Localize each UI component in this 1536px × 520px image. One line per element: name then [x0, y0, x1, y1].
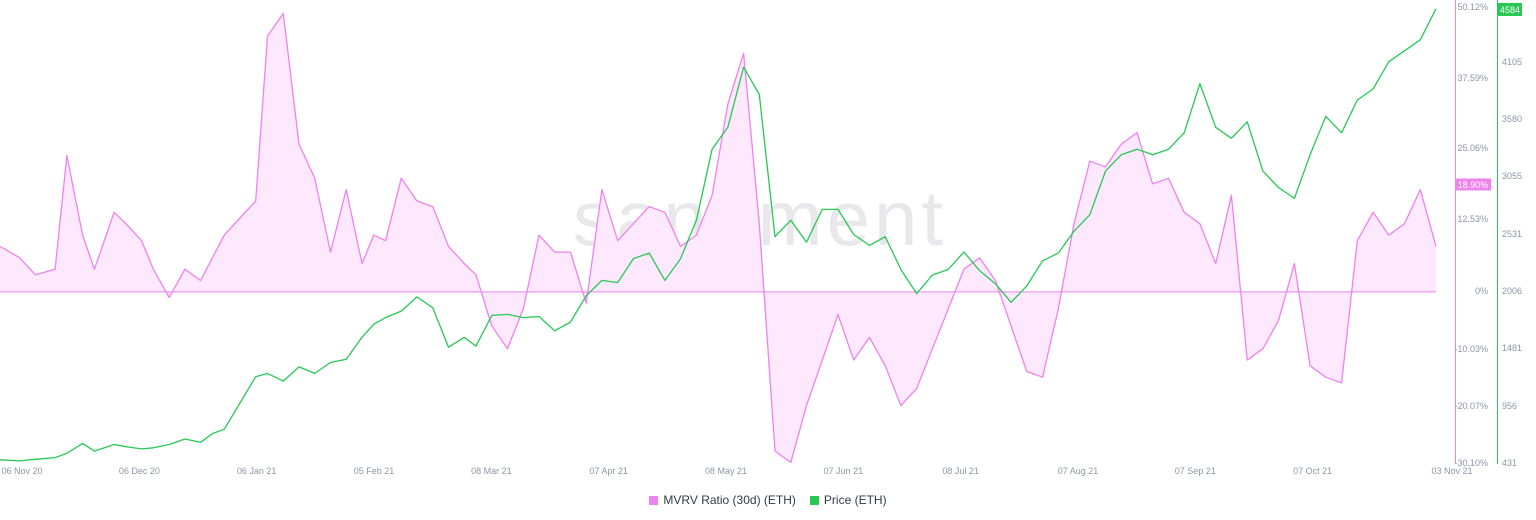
mvrv-tick-label: -10.03% [1454, 344, 1488, 354]
x-tick-label: 05 Feb 21 [354, 466, 395, 476]
price-current-badge [1498, 3, 1522, 16]
legend-label-price: Price (ETH) [823, 493, 887, 507]
current-value-badges: 18.90% 4584 [1455, 3, 1522, 191]
x-axis: 06 Nov 20 06 Dec 20 06 Jan 21 05 Feb 21 08 M… [1, 466, 1472, 476]
x-tick-label: 08 May 21 [705, 466, 747, 476]
chart-canvas: santiment 06 Nov 20 06 Dec 20 06 Jan 21 05 … [0, 0, 1522, 476]
price-tick-label: 3055 [1502, 171, 1522, 181]
mvrv-area-fill [0, 13, 1436, 463]
price-axis-ticks: 4105 3580 3055 2531 2006 1481 956 431 [1502, 57, 1522, 468]
mvrv-current-value: 18.90% [1458, 180, 1489, 190]
x-tick-label: 06 Dec 20 [119, 466, 160, 476]
chart-legend: MVRV Ratio (30d) (ETH) Price (ETH) [0, 491, 1536, 509]
mvrv-current-badge [1455, 178, 1491, 191]
mvrv-tick-label: 25.06% [1457, 143, 1488, 153]
x-tick-label: 03 Nov 21 [1431, 466, 1472, 476]
price-tick-label: 3580 [1502, 114, 1522, 124]
price-current-value: 4584 [1500, 5, 1520, 15]
x-tick-label: 06 Nov 20 [1, 466, 42, 476]
x-tick-label: 06 Jan 21 [237, 466, 277, 476]
x-tick-label: 07 Apr 21 [589, 466, 628, 476]
x-tick-label: 07 Oct 21 [1293, 466, 1332, 476]
price-tick-label: 2006 [1502, 286, 1522, 296]
price-series-layer [0, 8, 1437, 462]
mvrv-swatch-icon [649, 495, 659, 505]
mvrv-tick-label: -30.10% [1454, 458, 1488, 468]
price-tick-label: 1481 [1502, 343, 1522, 353]
x-tick-label: 08 Jul 21 [942, 466, 979, 476]
x-tick-label: 08 Mar 21 [471, 466, 512, 476]
mvrv-tick-label: 12.53% [1457, 214, 1488, 224]
price-swatch-icon [809, 495, 819, 505]
price-tick-label: 4105 [1502, 57, 1522, 67]
price-tick-label: 2531 [1502, 229, 1522, 239]
x-tick-label: 07 Sep 21 [1175, 466, 1216, 476]
legend-label-mvrv: MVRV Ratio (30d) (ETH) [663, 493, 796, 507]
x-tick-label: 07 Aug 21 [1058, 466, 1099, 476]
price-tick-label: 956 [1502, 401, 1517, 411]
price-series-line [0, 8, 1437, 462]
mvrv-tick-label: 50.12% [1457, 2, 1488, 12]
legend-item-price[interactable]: Price (ETH) [809, 493, 887, 507]
mvrv-axis-ticks: 50.12% 37.59% 25.06% 12.53% 0% -10.03% -20.07%… [1454, 2, 1488, 468]
mvrv-series-layer [0, 12, 1437, 464]
mvrv-tick-label: 0% [1475, 286, 1488, 296]
x-tick-label: 07 Jun 21 [824, 466, 864, 476]
legend-item-mvrv[interactable]: MVRV Ratio (30d) (ETH) [649, 493, 796, 507]
mvrv-tick-label: 37.59% [1457, 73, 1488, 83]
mvrv-tick-label: -20.07% [1454, 401, 1488, 411]
price-tick-label: 431 [1502, 458, 1517, 468]
mvrv-series-line [0, 12, 1437, 464]
